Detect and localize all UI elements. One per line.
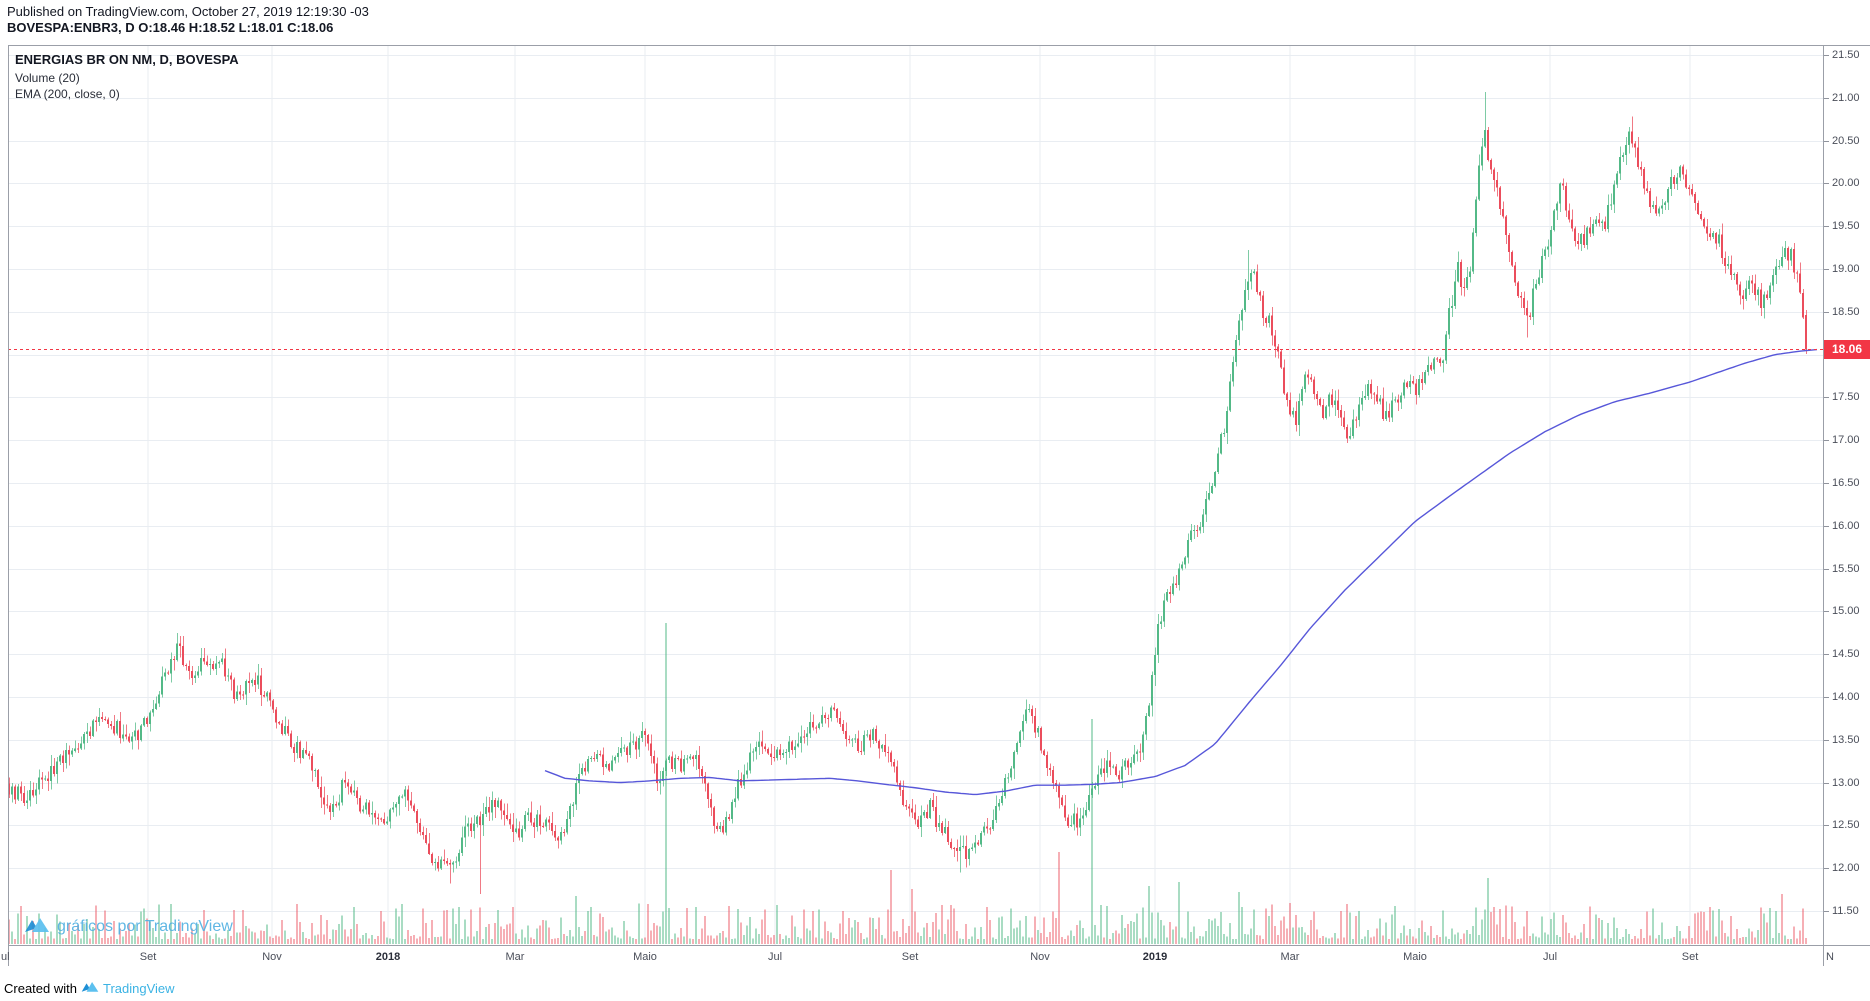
price-axis-label: 15.50 bbox=[1832, 562, 1860, 575]
price-axis-label: 16.50 bbox=[1832, 477, 1860, 489]
published-line: Published on TradingView.com, October 27… bbox=[7, 4, 369, 19]
ema-line bbox=[544, 348, 1818, 796]
price-tick-mark bbox=[1824, 397, 1829, 398]
price-axis-label: 12.50 bbox=[1832, 819, 1860, 832]
time-label: 2019 bbox=[1142, 951, 1168, 963]
chart-legend: ENERGIAS BR ON NM, D, BOVESPA Volume (20… bbox=[15, 52, 239, 102]
price-axis-label: 21.00 bbox=[1832, 91, 1860, 104]
price-axis-label: 13.50 bbox=[1832, 733, 1860, 746]
price-tick-mark bbox=[1824, 526, 1829, 527]
price-tick-mark bbox=[1824, 654, 1829, 655]
price-axis-label: 18.50 bbox=[1832, 305, 1860, 318]
created-with-footer[interactable]: Created with TradingView bbox=[4, 980, 175, 996]
price-tick-mark bbox=[1824, 55, 1829, 56]
price-tick-mark bbox=[1824, 440, 1829, 441]
price-tick-mark bbox=[1824, 825, 1829, 826]
time-label: ul bbox=[1, 951, 10, 963]
price-axis-label: 15.00 bbox=[1832, 605, 1860, 618]
time-label: Set bbox=[139, 951, 157, 963]
last-price-badge: 18.06 bbox=[1824, 340, 1870, 359]
price-tick-mark bbox=[1824, 312, 1829, 313]
time-label: Jul bbox=[767, 951, 783, 963]
price-axis-label: 16.00 bbox=[1832, 519, 1860, 532]
price-axis-label: 13.00 bbox=[1832, 776, 1860, 789]
price-tick-mark bbox=[1824, 783, 1829, 784]
time-label: Nov bbox=[262, 951, 282, 963]
time-label: Maio bbox=[1403, 951, 1427, 963]
price-tick-mark bbox=[1824, 269, 1829, 270]
price-axis-label: 12.00 bbox=[1832, 862, 1860, 875]
time-label: Set bbox=[901, 951, 919, 963]
time-label: Jul bbox=[1542, 951, 1558, 963]
time-label: 2018 bbox=[375, 951, 401, 963]
grid-layer bbox=[8, 45, 1823, 945]
time-label: Nov bbox=[1030, 951, 1050, 963]
price-axis-label: 20.50 bbox=[1832, 134, 1860, 147]
price-tick-mark bbox=[1824, 141, 1829, 142]
price-axis-label: 17.50 bbox=[1832, 391, 1860, 404]
tradingview-footer-logo-icon bbox=[81, 980, 99, 996]
price-tick-mark bbox=[1824, 911, 1829, 912]
price-tick-mark bbox=[1824, 98, 1829, 99]
tradingview-watermark[interactable]: gráficos por TradingView bbox=[24, 916, 233, 938]
price-axis-label: 14.50 bbox=[1832, 648, 1860, 661]
price-tick-mark bbox=[1824, 611, 1829, 612]
watermark-text: gráficos por TradingView bbox=[57, 918, 233, 935]
footer-brand-link: TradingView bbox=[102, 980, 175, 996]
symbol-ohlc-line: BOVESPA:ENBR3, D O:18.46 H:18.52 L:18.01… bbox=[7, 20, 334, 35]
price-tick-mark bbox=[1824, 226, 1829, 227]
price-tick-mark bbox=[1824, 740, 1829, 741]
price-axis-label: 19.00 bbox=[1832, 263, 1860, 275]
price-tick-mark bbox=[1824, 868, 1829, 869]
volume-bars bbox=[8, 623, 1807, 944]
price-tick-mark bbox=[1824, 183, 1829, 184]
price-axis-label: 19.50 bbox=[1832, 220, 1860, 233]
price-axis-label: 21.50 bbox=[1832, 49, 1860, 61]
time-label: Mar bbox=[505, 951, 525, 963]
price-tick-mark bbox=[1824, 569, 1829, 570]
price-axis-label: 20.00 bbox=[1832, 177, 1860, 190]
price-axis-label: 14.00 bbox=[1832, 691, 1860, 703]
legend-volume-study[interactable]: Volume (20) bbox=[15, 71, 80, 85]
price-axis-label: 11.50 bbox=[1832, 905, 1859, 917]
time-label: Mar bbox=[1280, 951, 1300, 963]
time-label: N bbox=[1826, 951, 1834, 963]
created-with-text: Created with bbox=[4, 980, 77, 996]
price-tick-mark bbox=[1824, 697, 1829, 698]
tradingview-logo-icon bbox=[24, 916, 50, 938]
time-label: Set bbox=[1681, 951, 1699, 963]
time-label: Maio bbox=[633, 951, 657, 963]
price-axis-label: 17.00 bbox=[1832, 434, 1860, 447]
candles-layer bbox=[8, 91, 1807, 894]
pane-borders bbox=[8, 45, 1870, 966]
legend-symbol-title[interactable]: ENERGIAS BR ON NM, D, BOVESPA bbox=[15, 52, 239, 67]
price-tick-mark bbox=[1824, 483, 1829, 484]
legend-ema-study[interactable]: EMA (200, close, 0) bbox=[15, 87, 120, 101]
